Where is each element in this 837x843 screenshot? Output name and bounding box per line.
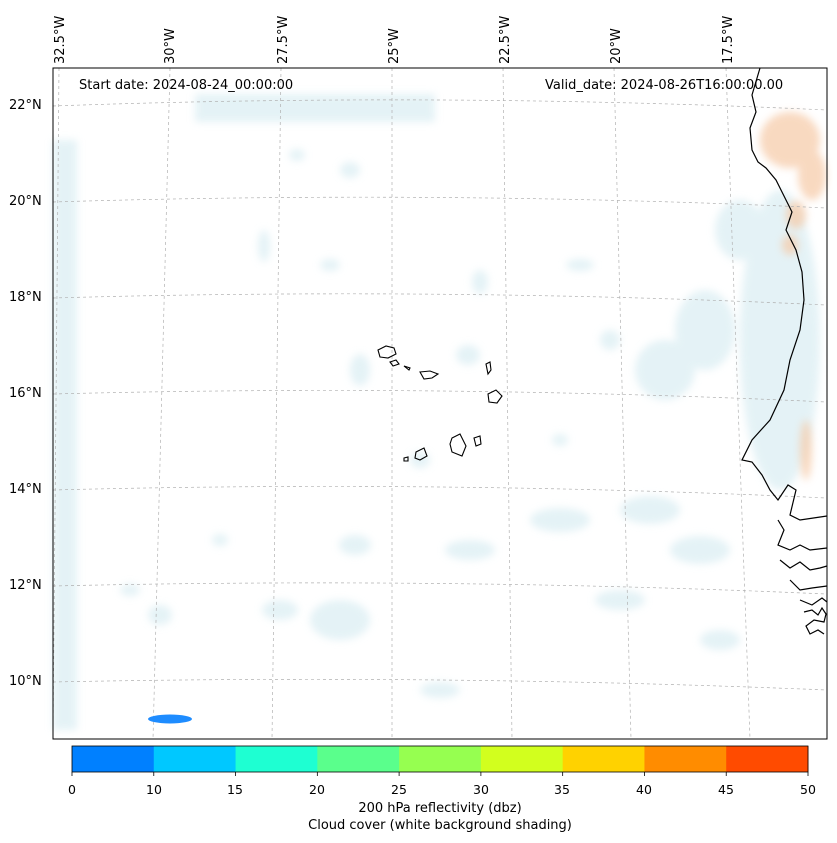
lat-label-18n: 18°N (9, 290, 42, 305)
lat-label-16n: 16°N (9, 386, 42, 401)
colorbar-swatch (72, 746, 155, 772)
valid-date-label: Valid_date: 2024-08-26T16:00:00.00 (545, 78, 784, 93)
lat-label-10n: 10°N (9, 674, 42, 689)
colorbar-tick-label: 30 (473, 782, 489, 797)
lat-label-22n: 22°N (9, 98, 42, 113)
reflectivity-echo (148, 714, 192, 724)
colorbar-swatch (235, 746, 318, 772)
colorbar-title: 200 hPa reflectivity (dbz) (358, 801, 522, 816)
colorbar-tick-label: 35 (554, 782, 570, 797)
colorbar-tick-label: 45 (718, 782, 734, 797)
colorbar-tick-label: 15 (227, 782, 243, 797)
colorbar-outline (71, 745, 809, 773)
colorbar-swatch (399, 746, 482, 772)
cape-verde-islands (377, 345, 503, 462)
colorbar-tick-label: 0 (68, 782, 76, 797)
echo-cell (148, 714, 192, 724)
colorbar-swatch (726, 746, 809, 772)
lon-label-32-5w: 32.5°W (53, 15, 68, 64)
lat-label-14n: 14°N (9, 482, 42, 497)
lon-label-25w: 25°W (387, 28, 402, 64)
african-coastline (741, 67, 828, 635)
colorbar-subtitle: Cloud cover (white background shading) (308, 818, 572, 833)
start-date-label: Start date: 2024-08-24_00:00:00 (79, 78, 294, 93)
colorbar-tick-label: 10 (146, 782, 162, 797)
colorbar-tick-label: 20 (309, 782, 325, 797)
lon-label-30w: 30°W (163, 28, 178, 64)
colorbar-swatch (480, 746, 564, 772)
map-area (53, 68, 827, 739)
lat-label-20n: 20°N (9, 194, 42, 209)
cloud-cover-shading (53, 94, 820, 730)
graticule (52, 67, 828, 740)
lon-label-17-5w: 17.5°W (721, 15, 736, 64)
colorbar-tick-label: 40 (636, 782, 652, 797)
lon-label-20w: 20°W (609, 28, 624, 64)
colorbar-swatch (317, 746, 400, 772)
colorbar-tick-label: 50 (800, 782, 816, 797)
lat-label-12n: 12°N (9, 578, 42, 593)
colorbar-swatch (644, 746, 727, 772)
warm-shading (760, 112, 826, 480)
colorbar-tick-label: 25 (391, 782, 407, 797)
colorbar-swatch (562, 746, 645, 772)
lon-label-27-5w: 27.5°W (276, 15, 291, 64)
colorbar (71, 745, 809, 776)
map-border (52, 67, 828, 740)
lon-label-22-5w: 22.5°W (498, 15, 513, 64)
colorbar-swatch (153, 746, 237, 772)
